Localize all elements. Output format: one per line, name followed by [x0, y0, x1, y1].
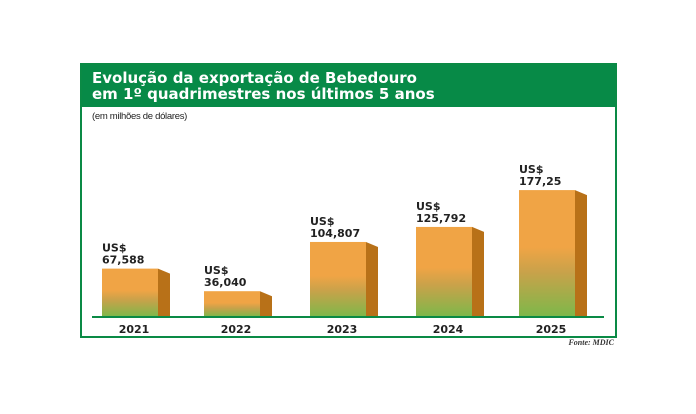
- bar-2023: [310, 241, 366, 317]
- bar-2021: [102, 268, 158, 317]
- chart-source: Fonte: MDIC: [568, 338, 614, 347]
- data-label-value-2024: 125,792: [416, 212, 466, 225]
- x-tick-label-2021: 2021: [119, 323, 150, 336]
- chart-subtitle: (em milhões de dólares): [92, 111, 188, 122]
- bar-2022: [204, 291, 260, 317]
- bar-2025: [519, 190, 575, 317]
- data-label-prefix-2025: US$: [519, 163, 544, 176]
- data-label-value-2022: 36,040: [204, 276, 247, 289]
- x-tick-label-2025: 2025: [536, 323, 567, 336]
- bar-side-2023: [366, 241, 378, 317]
- chart-title-line-2: em 1º quadrimestres nos últimos 5 anos: [92, 85, 435, 103]
- data-label-value-2025: 177,25: [519, 175, 561, 188]
- bar-side-2024: [472, 226, 484, 317]
- bar-2024: [416, 226, 472, 317]
- data-label-prefix-2024: US$: [416, 200, 441, 213]
- data-label-prefix-2023: US$: [310, 215, 335, 228]
- bar-side-2022: [260, 291, 272, 317]
- bar-side-2021: [158, 268, 170, 317]
- x-tick-label-2024: 2024: [433, 323, 464, 336]
- chart-header: Evolução da exportação de Bebedouro em 1…: [82, 65, 615, 107]
- chart-title-line-1: Evolução da exportação de Bebedouro: [92, 69, 417, 87]
- x-tick-label-2023: 2023: [327, 323, 358, 336]
- x-tick-label-2022: 2022: [221, 323, 252, 336]
- data-label-value-2023: 104,807: [310, 227, 360, 240]
- bar-side-2025: [575, 190, 587, 317]
- data-label-prefix-2021: US$: [102, 242, 127, 255]
- data-label-value-2021: 67,588: [102, 254, 144, 267]
- data-label-prefix-2022: US$: [204, 264, 229, 277]
